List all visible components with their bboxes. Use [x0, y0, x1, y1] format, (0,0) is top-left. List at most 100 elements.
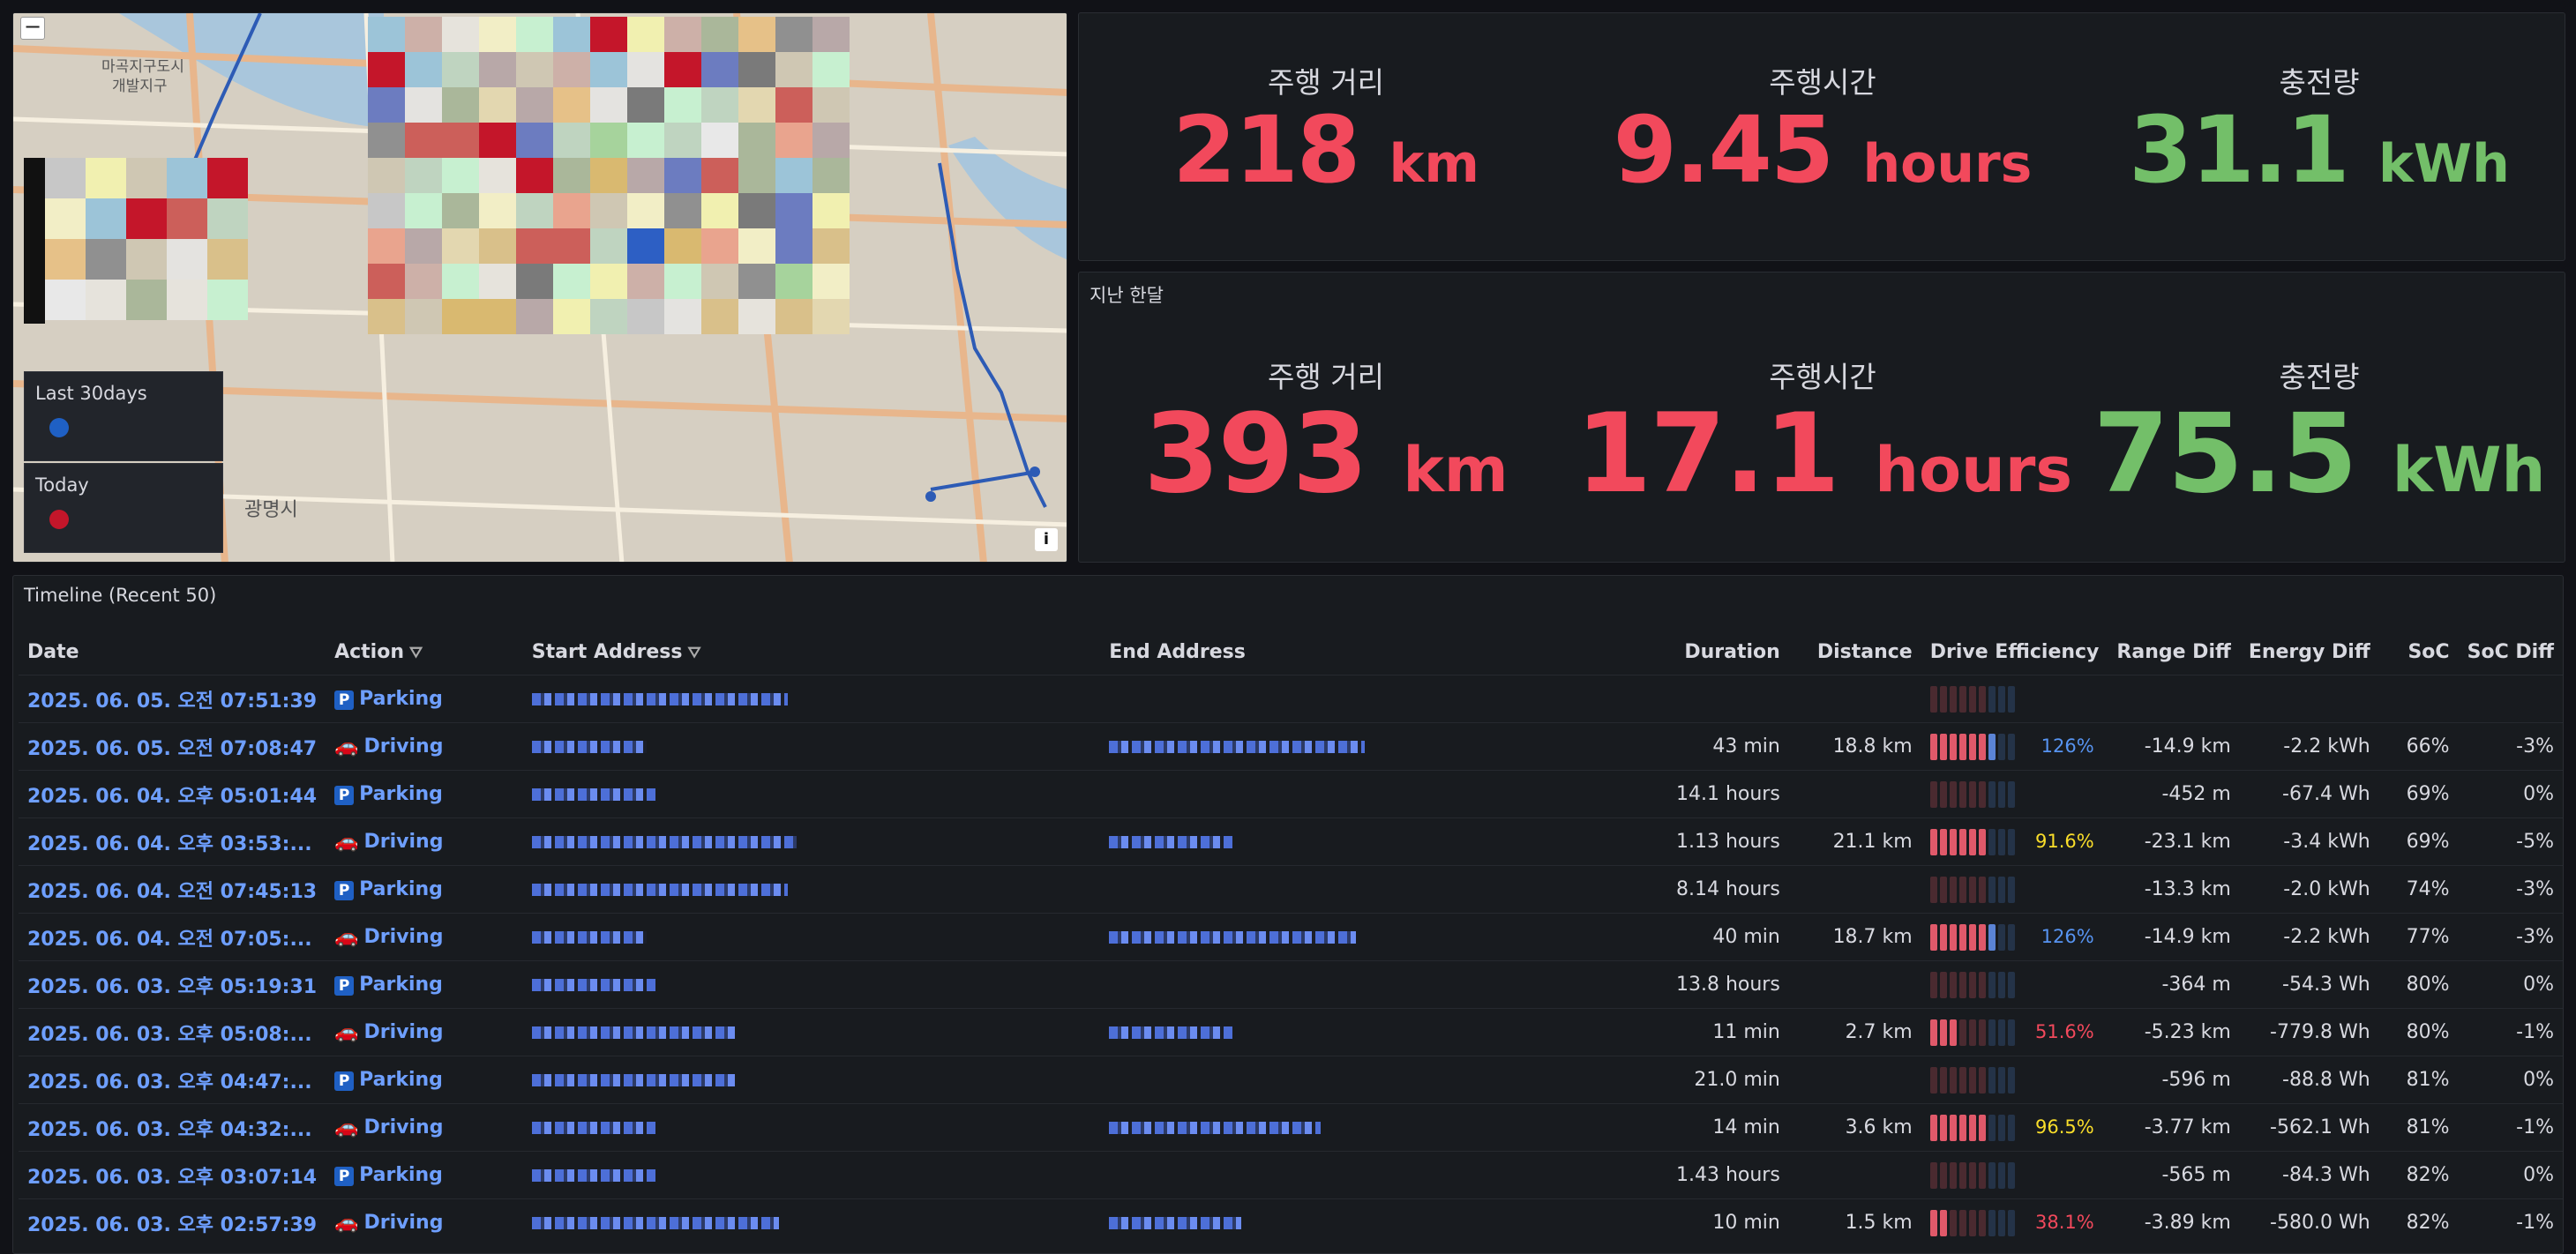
end-address[interactable] — [1100, 1198, 1657, 1246]
soc-diff-cell: -1% — [2458, 1103, 2563, 1152]
table-row[interactable]: 2025. 06. 03. 오후 02:57:39 🚗 Driving 10 min 1… — [19, 1198, 2563, 1246]
column-header-end-address[interactable]: End Address — [1109, 640, 1246, 663]
table-row[interactable]: 2025. 06. 04. 오전 07:05:... 🚗 Driving 40 min… — [19, 913, 2563, 961]
start-address[interactable] — [522, 722, 1101, 771]
column-header-range-diff[interactable]: Range Diff — [2116, 640, 2231, 663]
end-address[interactable] — [1100, 722, 1657, 771]
date-link[interactable]: 2025. 06. 03. 오후 04:32:... — [19, 1103, 326, 1152]
end-address[interactable] — [1100, 675, 1657, 723]
soc-diff-cell: -3% — [2458, 722, 2563, 771]
efficiency-cell — [1921, 865, 2108, 914]
start-address[interactable] — [522, 1008, 1101, 1056]
date-link[interactable]: 2025. 06. 03. 오후 05:19:31 — [19, 960, 326, 1009]
legend-today[interactable]: Today — [24, 463, 223, 553]
end-address[interactable] — [1100, 865, 1657, 914]
table-row[interactable]: 2025. 06. 03. 오후 04:47:... P Parking 21.0 m… — [19, 1056, 2563, 1104]
action-link[interactable]: 🚗 Driving — [326, 1008, 523, 1056]
action-link[interactable]: P Parking — [326, 865, 523, 914]
column-header-action[interactable]: Action ⛛ — [334, 640, 423, 663]
date-link[interactable]: 2025. 06. 03. 오후 04:47:... — [19, 1056, 326, 1104]
distance-cell: 3.6 km — [1788, 1103, 1921, 1152]
column-header-distance[interactable]: Distance — [1816, 640, 1913, 663]
action-link[interactable]: 🚗 Driving — [326, 913, 523, 961]
action-link[interactable]: P Parking — [326, 960, 523, 1009]
table-row[interactable]: 2025. 06. 04. 오전 07:45:13 P Parking 8.14 ho… — [19, 865, 2563, 914]
start-address[interactable] — [522, 1151, 1101, 1199]
soc-diff-cell: -3% — [2458, 913, 2563, 961]
date-link[interactable]: 2025. 06. 04. 오후 03:53:... — [19, 817, 326, 866]
end-address[interactable] — [1100, 1103, 1657, 1152]
zoom-out-button[interactable]: − — [20, 16, 45, 40]
action-link[interactable]: P Parking — [326, 675, 523, 723]
action-link[interactable]: 🚗 Driving — [326, 817, 523, 866]
date-link[interactable]: 2025. 06. 05. 오전 07:51:39 — [19, 675, 326, 723]
column-header-energy-diff[interactable]: Energy Diff — [2248, 640, 2370, 663]
table-row[interactable]: 2025. 06. 05. 오전 07:08:47 🚗 Driving 43 min 1… — [19, 722, 2563, 771]
table-row[interactable]: 2025. 06. 03. 오후 04:32:... 🚗 Driving 14 min… — [19, 1103, 2563, 1152]
date-link[interactable]: 2025. 06. 04. 오후 05:01:44 — [19, 770, 326, 818]
column-header-duration[interactable]: Duration — [1684, 640, 1780, 663]
efficiency-cell — [1921, 1151, 2108, 1199]
legend-label: Last 30days — [35, 383, 147, 404]
date-link[interactable]: 2025. 06. 03. 오후 05:08:... — [19, 1008, 326, 1056]
column-header-soc-diff[interactable]: SoC Diff — [2467, 640, 2554, 663]
stat-value: 17.1 hours — [1576, 391, 2073, 518]
table-row[interactable]: 2025. 06. 03. 오후 03:07:14 P Parking 1.43 ho… — [19, 1151, 2563, 1199]
date-link[interactable]: 2025. 06. 04. 오전 07:05:... — [19, 913, 326, 961]
start-address[interactable] — [522, 913, 1101, 961]
table-row[interactable]: 2025. 06. 03. 오후 05:19:31 P Parking 13.8 ho… — [19, 960, 2563, 1009]
start-address[interactable] — [522, 960, 1101, 1009]
soc-diff-cell: 0% — [2458, 1151, 2563, 1199]
table-row[interactable]: 2025. 06. 04. 오후 05:01:44 P Parking 14.1 ho… — [19, 770, 2563, 818]
end-address[interactable] — [1100, 1151, 1657, 1199]
soc-diff-cell: -5% — [2458, 817, 2563, 866]
column-header-date[interactable]: Date — [27, 640, 79, 663]
start-address[interactable] — [522, 817, 1101, 866]
action-link[interactable]: 🚗 Driving — [326, 1198, 523, 1246]
date-link[interactable]: 2025. 06. 03. 오후 03:07:14 — [19, 1151, 326, 1199]
column-header-drive-efficiency[interactable]: Drive Efficiency — [1929, 640, 2100, 663]
end-address[interactable] — [1100, 1056, 1657, 1104]
efficiency-gauge — [1929, 1114, 2015, 1141]
end-address[interactable] — [1100, 817, 1657, 866]
start-address[interactable] — [522, 1198, 1101, 1246]
action-link[interactable]: P Parking — [326, 1151, 523, 1199]
column-header-start-address[interactable]: Start Address ⛛ — [531, 640, 701, 663]
action-link[interactable]: P Parking — [326, 770, 523, 818]
efficiency-gauge — [1929, 1161, 2015, 1189]
redacted-address — [531, 1026, 735, 1039]
stat-drive-time: 주행시간 17.1 hours — [1576, 354, 2073, 528]
date-link[interactable]: 2025. 06. 03. 오후 02:57:39 — [19, 1198, 326, 1246]
end-address[interactable] — [1100, 770, 1657, 818]
legend-last-30-days[interactable]: Last 30days — [24, 371, 223, 461]
start-address[interactable] — [522, 675, 1101, 723]
panel-title: Timeline (Recent 50) — [24, 585, 217, 606]
action-link[interactable]: 🚗 Driving — [326, 722, 523, 771]
start-address[interactable] — [522, 770, 1101, 818]
end-address[interactable] — [1100, 960, 1657, 1009]
map-scale-bar — [24, 158, 45, 324]
start-address[interactable] — [522, 1056, 1101, 1104]
date-link[interactable]: 2025. 06. 04. 오전 07:45:13 — [19, 865, 326, 914]
action-link[interactable]: 🚗 Driving — [326, 1103, 523, 1152]
duration-cell: 21.0 min — [1656, 1056, 1789, 1104]
table-row[interactable]: 2025. 06. 03. 오후 05:08:... 🚗 Driving 11 min… — [19, 1008, 2563, 1056]
duration-cell: 1.43 hours — [1656, 1151, 1789, 1199]
map-panel[interactable]: 마곡지구도시 개발지구 광명시 − i Last 30days Today — [12, 12, 1067, 563]
efficiency-cell — [1921, 1056, 2108, 1104]
parking-icon: P — [334, 786, 355, 805]
filter-icon[interactable]: ⛛ — [409, 643, 423, 662]
start-address[interactable] — [522, 1103, 1101, 1152]
end-address[interactable] — [1100, 913, 1657, 961]
table-row[interactable]: 2025. 06. 05. 오전 07:51:39 P Parking — [19, 675, 2563, 723]
filter-icon[interactable]: ⛛ — [687, 643, 701, 662]
redacted-address — [1109, 1122, 1322, 1134]
table-row[interactable]: 2025. 06. 04. 오후 03:53:... 🚗 Driving 1.13 h… — [19, 817, 2563, 866]
date-link[interactable]: 2025. 06. 05. 오전 07:08:47 — [19, 722, 326, 771]
end-address[interactable] — [1100, 1008, 1657, 1056]
action-link[interactable]: P Parking — [326, 1056, 523, 1104]
start-address[interactable] — [522, 865, 1101, 914]
column-header-soc[interactable]: SoC — [2408, 640, 2450, 663]
stat-drive-time: 주행시간 9.45 hours — [1576, 59, 2070, 213]
info-icon[interactable]: i — [1035, 528, 1058, 551]
